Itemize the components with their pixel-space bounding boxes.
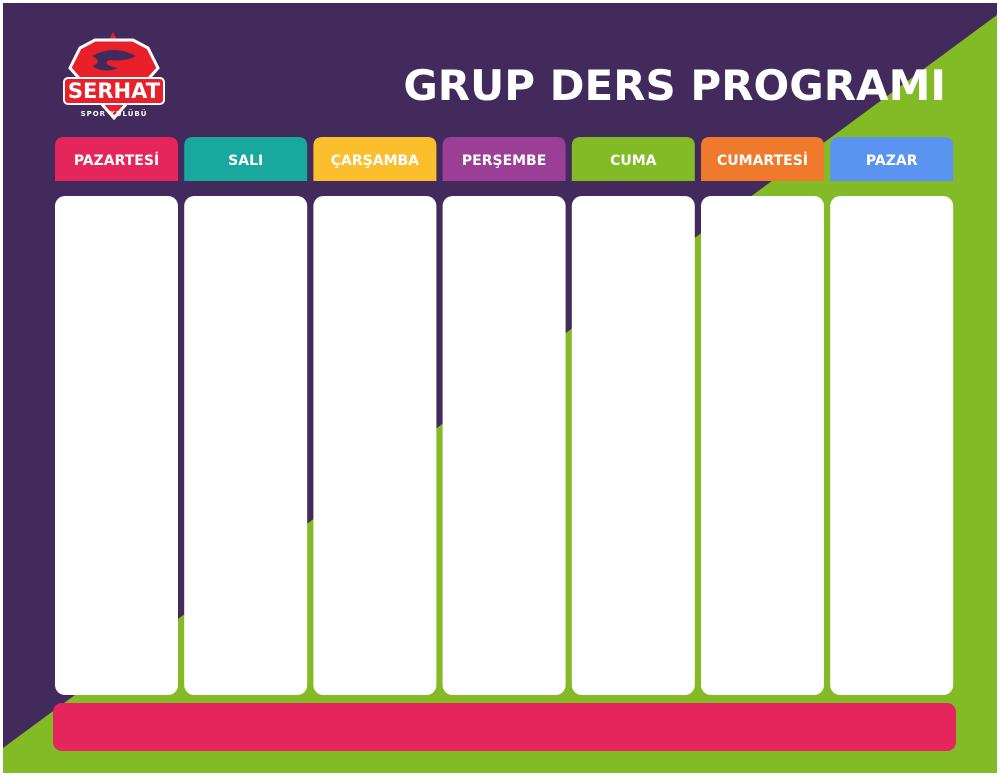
day-column (830, 196, 954, 695)
day-column (571, 196, 695, 695)
day-tab (442, 137, 566, 181)
title: GRUP DERS PROGRAMI (403, 61, 946, 110)
day-column (55, 196, 178, 695)
day-label: PERŞEMBE (462, 153, 546, 169)
logo: SERHAT SPOR KULÜBÜ (63, 32, 165, 121)
logo-emblem (92, 50, 136, 71)
day-column (701, 196, 824, 695)
logo-subtitle: SPOR KULÜBÜ (81, 109, 148, 118)
day-label: SALI (228, 153, 263, 169)
day-label: CUMARTESİ (717, 152, 808, 169)
day-tab (701, 137, 824, 181)
day-tab (571, 137, 695, 181)
logo-name: SERHAT (68, 79, 161, 103)
footer-bar (53, 703, 956, 751)
day-label: ÇARŞAMBA (331, 153, 419, 169)
day-tab (55, 137, 178, 181)
day-column (442, 196, 566, 695)
day-column (313, 196, 437, 695)
day-tab (313, 137, 437, 181)
day-tab (830, 137, 954, 181)
day-label: PAZARTESİ (74, 152, 159, 169)
logo-banner (63, 77, 165, 105)
day-label: PAZAR (866, 153, 918, 169)
day-tab (184, 137, 308, 181)
day-column (184, 196, 308, 695)
day-label: CUMA (610, 153, 657, 169)
